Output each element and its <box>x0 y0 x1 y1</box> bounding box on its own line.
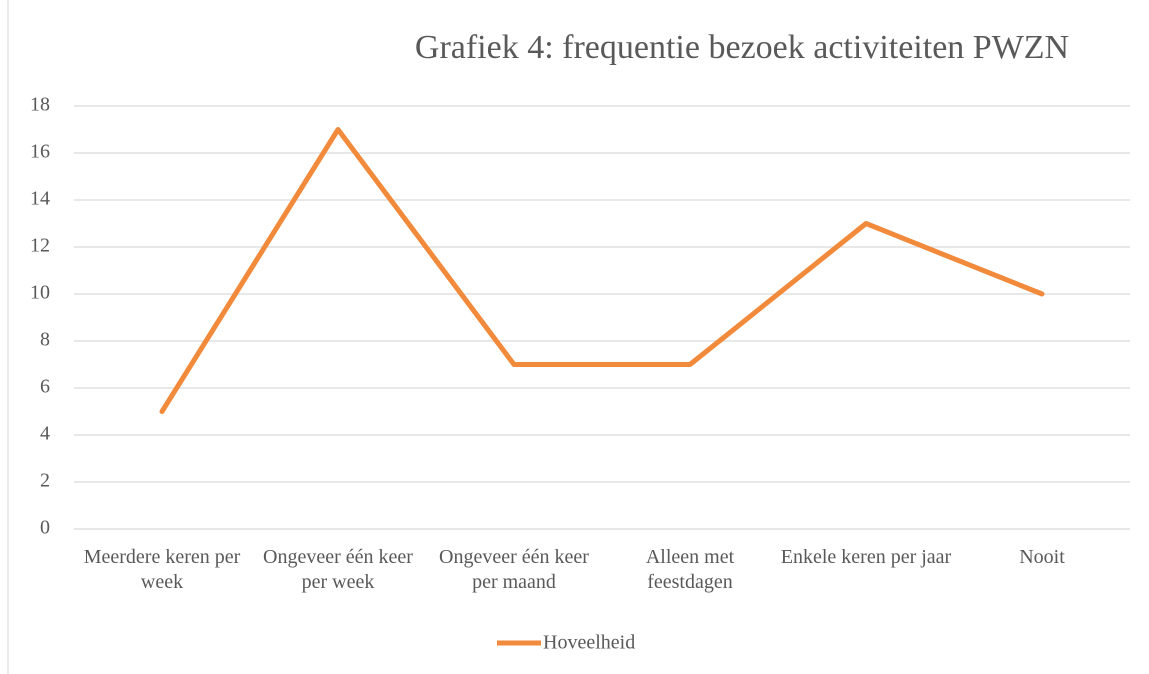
x-tick-label: Meerdere keren per week <box>83 546 241 593</box>
x-tick-label: Ongeveer één keer per week <box>263 546 413 593</box>
line-series <box>159 127 1045 414</box>
y-tick-label: 16 <box>30 141 50 163</box>
y-tick-label: 6 <box>40 376 50 398</box>
x-tick-label: Nooit <box>1019 546 1065 568</box>
y-tick-label: 18 <box>30 94 50 116</box>
legend-label: Hoveelheid <box>543 632 635 654</box>
chart-title: Grafiek 4: frequentie bezoek activiteite… <box>415 29 1069 66</box>
x-tick-label: Enkele keren per jaar <box>780 546 952 568</box>
y-tick-label: 4 <box>40 423 50 445</box>
y-tick-label: 12 <box>30 235 50 257</box>
y-tick-label: 0 <box>40 517 50 539</box>
y-tick-label: 2 <box>40 470 50 492</box>
x-tick-label: Ongeveer één keer per maand <box>439 546 589 593</box>
x-tick-label: Alleen met feestdagen <box>645 546 735 593</box>
y-tick-label: 8 <box>40 329 50 351</box>
y-tick-label: 14 <box>30 188 50 210</box>
y-tick-label: 10 <box>30 282 50 304</box>
